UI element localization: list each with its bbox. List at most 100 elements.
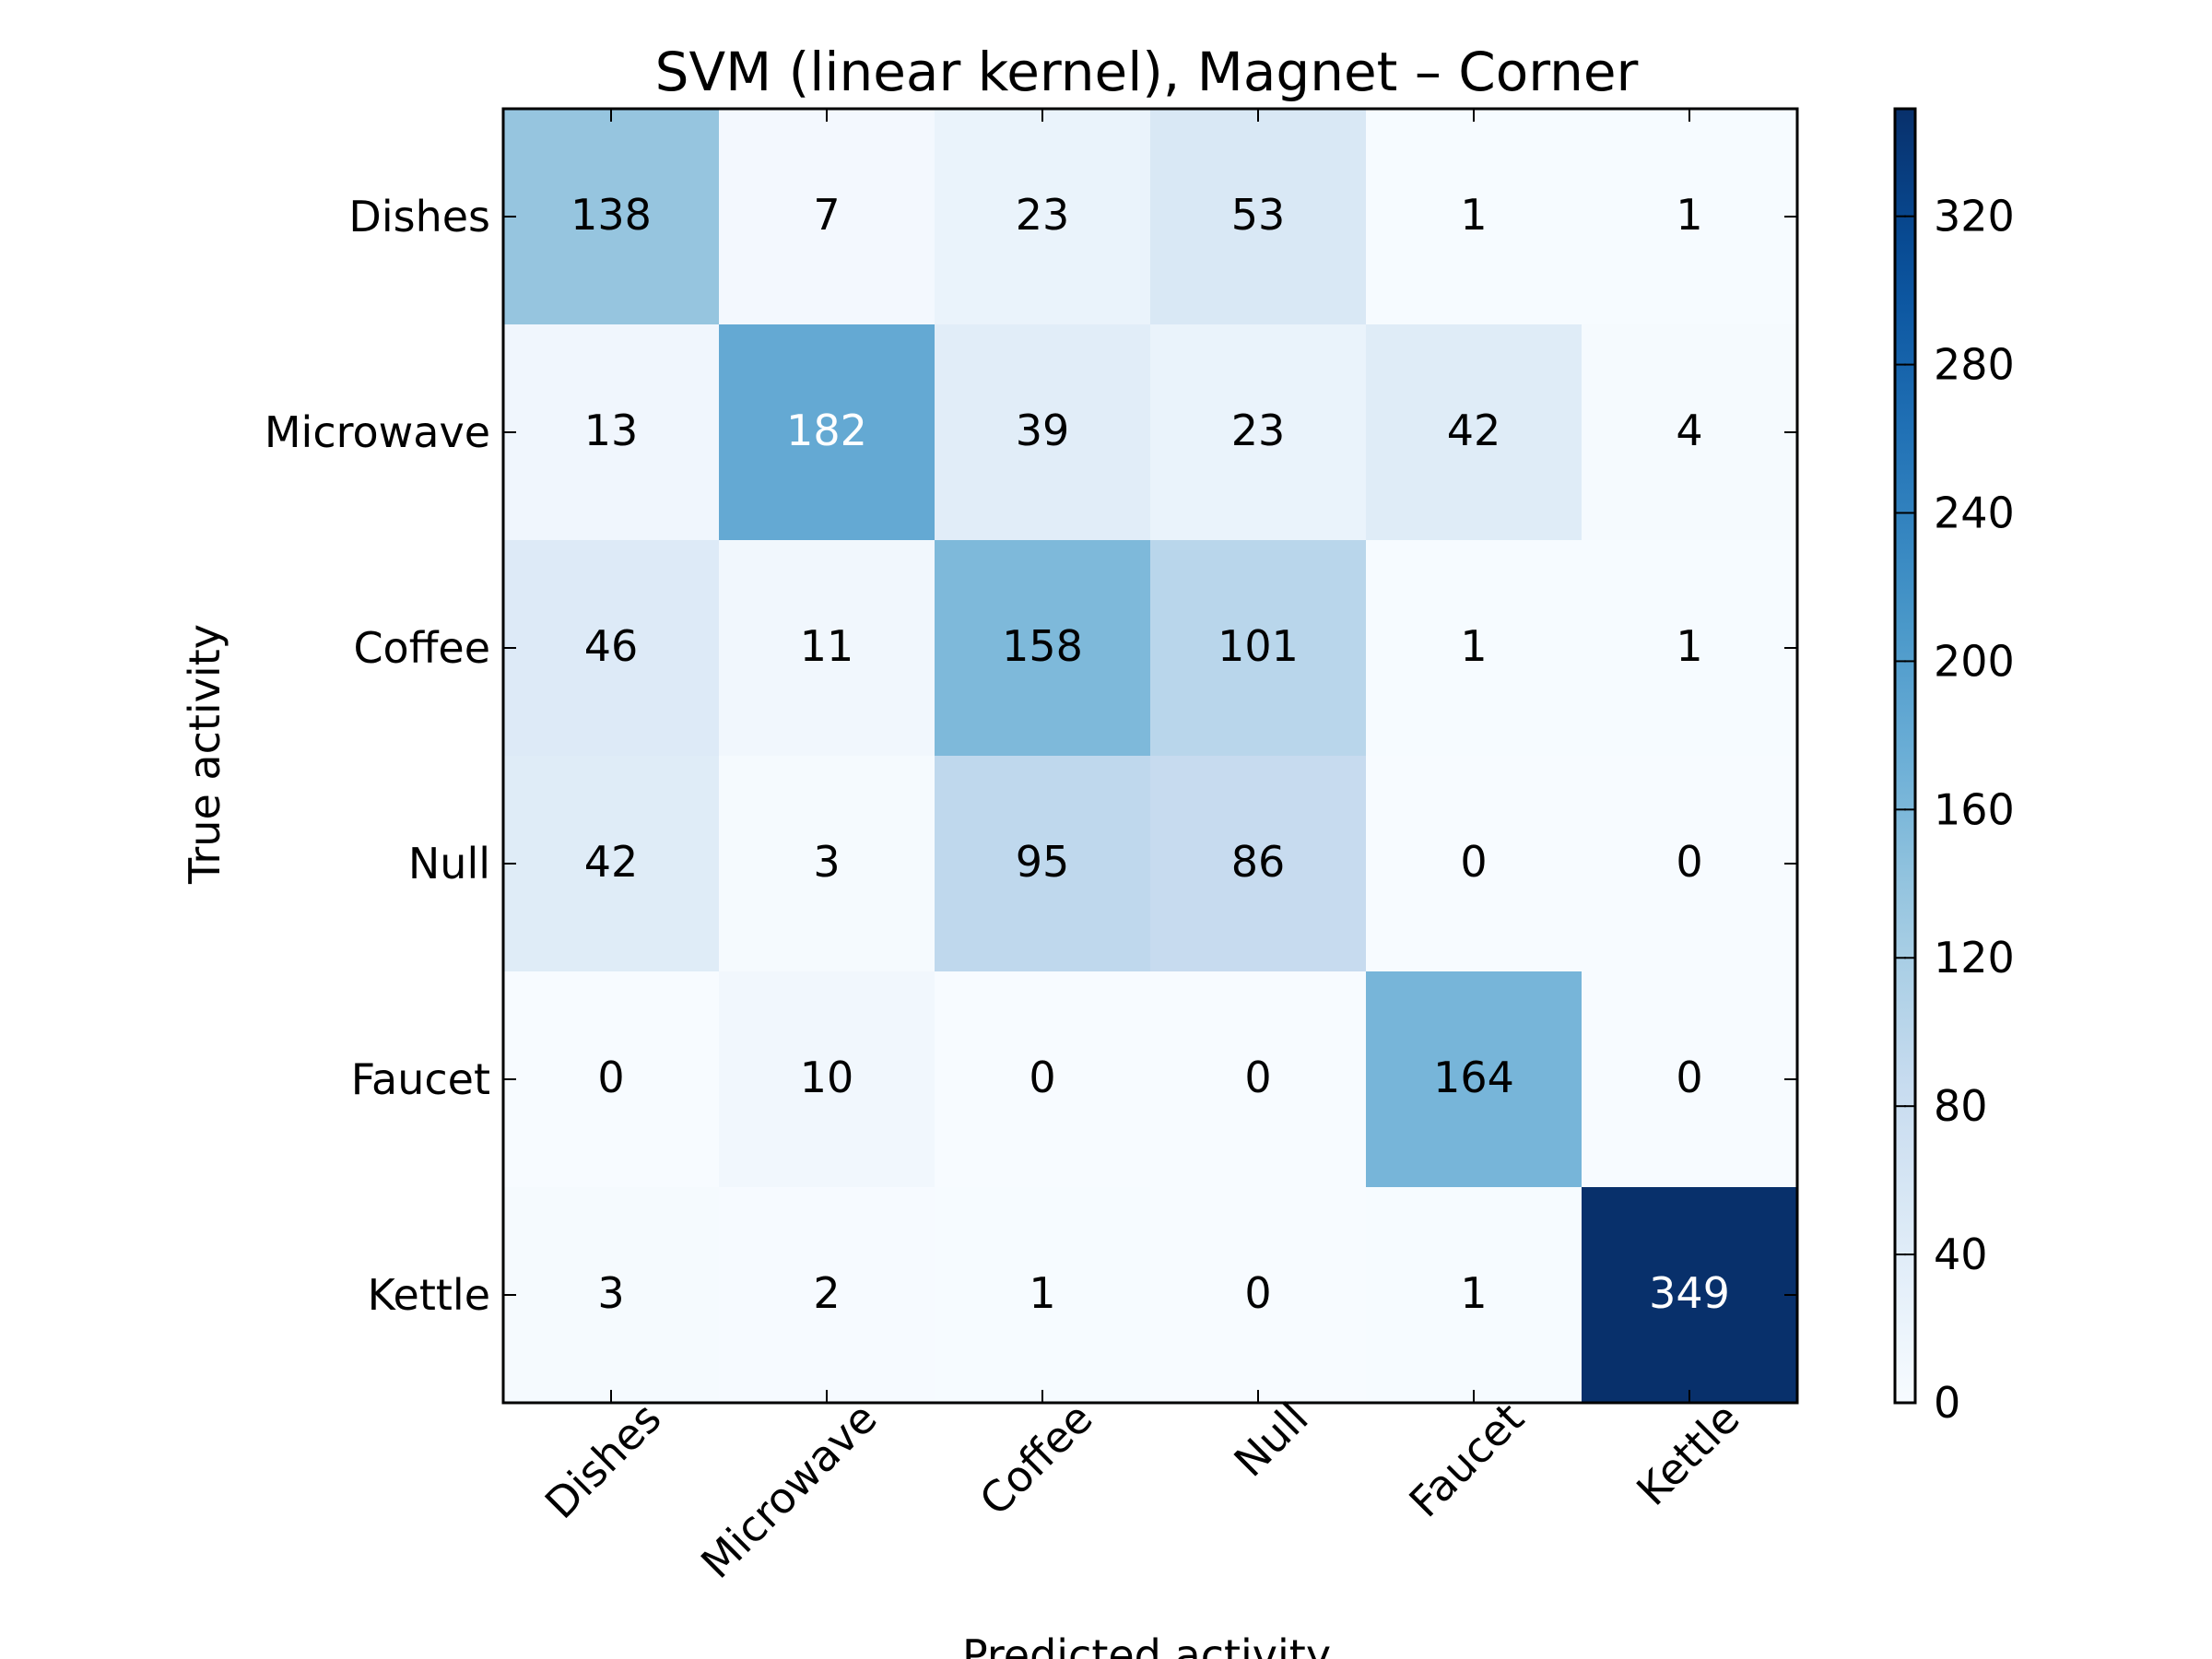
cell-value-label: 101 — [1218, 621, 1299, 671]
colorbar-gradient — [1893, 107, 1917, 1405]
heatmap-cell — [719, 971, 935, 1188]
cell-value-labels: 138 7 23 53 1 113 182 39 23 42 446 11 158 101 1 142 3 95 8… — [571, 190, 1730, 1318]
cell-value-label: 1 — [1676, 621, 1702, 671]
heatmap-cell — [1582, 1187, 1798, 1404]
cell-value-label: 0 — [1676, 1053, 1702, 1102]
heatmap-cell — [1150, 756, 1367, 972]
heatmap-cell — [1366, 971, 1583, 1188]
heatmap-cell — [1582, 971, 1798, 1188]
heatmap-cell — [1366, 540, 1583, 757]
y-tick-label: Kettle — [368, 1270, 490, 1320]
cell-value-label: 13 — [584, 406, 639, 455]
cell-value-label: 3 — [813, 837, 840, 887]
heatmap-cell — [719, 756, 935, 972]
heatmap-cell — [1582, 109, 1798, 325]
heatmap-cell — [1150, 540, 1367, 757]
heatmap-cell — [1366, 109, 1583, 325]
x-tick-label: Faucet — [1400, 1393, 1534, 1526]
heatmap-cell — [1582, 540, 1798, 757]
colorbar-tick-label: 40 — [1934, 1230, 1988, 1279]
heatmap-cell — [1582, 324, 1798, 541]
x-tick-label: Kettle — [1627, 1393, 1748, 1514]
cell-value-label: 86 — [1231, 837, 1286, 887]
cell-value-label: 138 — [571, 190, 652, 240]
colorbar-tick-label: 320 — [1934, 192, 2015, 241]
heatmap-cell — [935, 540, 1151, 757]
heatmap-cell — [503, 1187, 720, 1404]
x-axis-label: Predicted activity — [962, 1630, 1331, 1659]
y-tick-labels: Dishes Microwave Coffee Null Faucet Kettle — [265, 192, 490, 1320]
cell-value-label: 39 — [1016, 406, 1070, 455]
colorbar: 0 40 80 120 160 200 240 280 320 — [1893, 107, 2015, 1428]
cell-value-label: 1 — [1029, 1268, 1055, 1318]
colorbar-tick-label: 160 — [1934, 784, 2015, 834]
heatmap-cell — [503, 540, 720, 757]
colorbar-tick-label: 0 — [1934, 1378, 1960, 1428]
cell-value-label: 0 — [1460, 837, 1487, 887]
y-tick-label: Null — [408, 839, 490, 888]
y-tick-label: Coffee — [353, 623, 490, 673]
cell-value-label: 11 — [800, 621, 854, 671]
y-tick-label: Faucet — [351, 1054, 490, 1104]
heatmap-cell — [719, 324, 935, 541]
heatmap-cell — [1582, 756, 1798, 972]
heatmap-cells — [503, 109, 1798, 1404]
axis-ticks — [503, 109, 1797, 1403]
cell-value-label: 1 — [1460, 1268, 1487, 1318]
heatmap-cell — [935, 1187, 1151, 1404]
cell-value-label: 349 — [1649, 1268, 1730, 1318]
x-tick-label: Null — [1224, 1393, 1317, 1486]
cell-value-label: 23 — [1016, 190, 1070, 240]
cell-value-label: 46 — [584, 621, 639, 671]
plot-frame — [501, 107, 1799, 1405]
x-tick-label: Microwave — [691, 1393, 887, 1588]
cell-value-label: 23 — [1231, 406, 1286, 455]
heatmap-cell — [719, 540, 935, 757]
heatmap-cell — [503, 756, 720, 972]
heatmap-cell — [503, 324, 720, 541]
heatmap-cell — [935, 971, 1151, 1188]
colorbar-tick-label: 80 — [1934, 1081, 1988, 1131]
cell-value-label: 42 — [1447, 406, 1501, 455]
cell-value-label: 10 — [800, 1053, 854, 1102]
cell-value-label: 0 — [1244, 1053, 1271, 1102]
x-tick-labels: Dishes Microwave Coffee Null Faucet Kettle — [535, 1393, 1749, 1588]
cell-value-label: 4 — [1676, 406, 1702, 455]
cell-value-label: 2 — [813, 1268, 840, 1318]
y-tick-label: Dishes — [348, 192, 490, 241]
heatmap-cell — [1366, 324, 1583, 541]
colorbar-tick-label: 200 — [1934, 636, 2015, 686]
colorbar-tick-label: 280 — [1934, 340, 2015, 390]
heatmap-cell — [1366, 756, 1583, 972]
x-tick-label: Dishes — [535, 1393, 671, 1528]
cell-value-label: 53 — [1231, 190, 1286, 240]
colorbar-tick-label: 240 — [1934, 488, 2015, 537]
cell-value-label: 182 — [786, 406, 867, 455]
heatmap-cell — [1366, 1187, 1583, 1404]
heatmap-cell — [1150, 109, 1367, 325]
heatmap-cell — [935, 109, 1151, 325]
y-tick-label: Microwave — [265, 407, 490, 457]
heatmap-cell — [719, 109, 935, 325]
colorbar-tick-label: 120 — [1934, 933, 2015, 982]
cell-value-label: 0 — [1676, 837, 1702, 887]
cell-value-label: 0 — [597, 1053, 624, 1102]
cell-value-label: 7 — [813, 190, 840, 240]
cell-value-label: 158 — [1002, 621, 1083, 671]
chart-title: SVM (linear kernel), Magnet – Corner — [655, 41, 1639, 103]
cell-value-label: 164 — [1433, 1053, 1514, 1102]
heatmap-cell — [719, 1187, 935, 1404]
heatmap-cell — [1150, 324, 1367, 541]
cell-value-label: 95 — [1016, 837, 1070, 887]
y-axis-label: True activity — [180, 624, 229, 885]
heatmap-cell — [1150, 1187, 1367, 1404]
cell-value-label: 1 — [1460, 190, 1487, 240]
heatmap-cell — [503, 109, 720, 325]
cell-value-label: 0 — [1029, 1053, 1055, 1102]
x-tick-label: Coffee — [970, 1393, 1101, 1524]
cell-value-label: 0 — [1244, 1268, 1271, 1318]
heatmap-cell — [1150, 971, 1367, 1188]
cell-value-label: 1 — [1460, 621, 1487, 671]
